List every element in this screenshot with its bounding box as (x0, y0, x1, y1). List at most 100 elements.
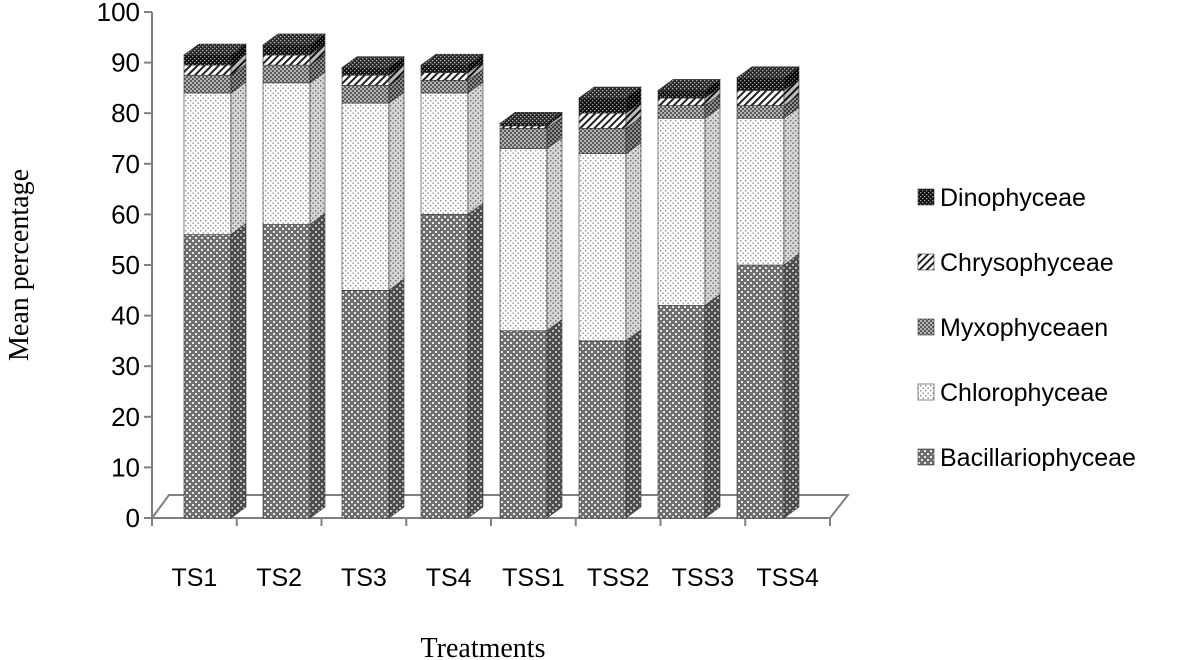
bar-bacillariophyceae-ts4-side (467, 202, 484, 519)
bar-stack-ts3 (341, 56, 405, 519)
y-tick-label: 40 (111, 301, 140, 331)
bar-chlorophyceae-ts3-side (388, 91, 405, 291)
bar-bacillariophyceae-ts1-side (230, 223, 247, 519)
bar-chlorophyceae-ts2 (262, 82, 311, 225)
y-axis-ticks: 0 10 20 30 40 50 60 70 80 90 100 (97, 0, 152, 533)
category-label-tss3: TSS3 (672, 564, 735, 592)
category-label-ts4: TS4 (426, 564, 472, 592)
bar-dinophyceae-tss1 (499, 123, 548, 127)
legend: Dinophyceae Chrysophyceae Myxophyceaen Chlo… (917, 184, 1136, 472)
bar-chlorophyceae-ts1-side (230, 81, 247, 236)
bar-myxophyceaen-ts1 (183, 74, 232, 94)
bar-bacillariophyceae-ts2 (262, 224, 311, 519)
bar-chrysophyceae-tss2 (578, 112, 627, 129)
legend-swatch-bacillariophyceae (917, 448, 935, 466)
bar-myxophyceaen-tss4 (736, 105, 785, 119)
bar-bacillariophyceae-ts3-side (388, 278, 405, 519)
legend-label-bacillariophyceae: Bacillariophyceae (940, 444, 1136, 472)
category-label-ts1: TS1 (171, 564, 217, 592)
x-axis-title: Treatments (421, 633, 546, 660)
bar-bacillariophyceae-tss4 (736, 264, 785, 519)
legend-label-dinophyceae: Dinophyceae (940, 184, 1086, 212)
bar-bacillariophyceae-tss3 (657, 305, 706, 519)
bar-bacillariophyceae-ts1 (183, 234, 232, 519)
bar-dinophyceae-ts4 (420, 64, 469, 74)
y-tick-label: 90 (111, 48, 140, 78)
bar-stack-tss3 (657, 78, 721, 519)
legend-label-chlorophyceae: Chlorophyceae (940, 379, 1108, 407)
bar-dinophyceae-tss3 (657, 90, 706, 99)
category-label-tss1: TSS1 (502, 564, 565, 592)
bar-bacillariophyceae-tss3-side (704, 293, 721, 519)
bar-top-ts1 (183, 43, 247, 56)
bar-stack-tss2 (578, 86, 642, 519)
y-tick-label: 50 (111, 250, 140, 280)
bar-bacillariophyceae-tss2 (578, 340, 627, 519)
bar-chlorophyceae-ts4-side (467, 81, 484, 215)
bar-stack-tss4 (736, 66, 800, 519)
legend-swatch-chrysophyceae (917, 253, 935, 271)
bar-bacillariophyceae-ts4 (420, 214, 469, 519)
bar-chlorophyceae-tss1-side (546, 137, 563, 332)
bar-myxophyceaen-tss1 (499, 128, 548, 149)
y-tick-label: 100 (97, 0, 140, 27)
legend-label-myxophyceaen: Myxophyceaen (940, 314, 1108, 342)
bar-chlorophyceae-ts3 (341, 102, 390, 291)
bar-bacillariophyceae-tss2-side (625, 329, 642, 519)
x-axis-labels: TS1 TS2 TS3 TS4 TSS1 TSS2 TSS3 TSS4 (171, 564, 819, 592)
bar-chlorophyceae-tss2 (578, 153, 627, 342)
bar-chrysophyceae-ts4 (420, 72, 469, 81)
y-tick-label: 20 (111, 402, 140, 432)
bar-stack-ts4 (420, 53, 484, 519)
legend-label-chrysophyceae: Chrysophyceae (940, 249, 1114, 277)
bar-chrysophyceae-tss1 (499, 125, 548, 129)
bar-top-ts3 (341, 56, 405, 68)
bar-chlorophyceae-tss4-side (783, 106, 800, 266)
legend-swatch-chlorophyceae (917, 383, 935, 401)
bar-bacillariophyceae-tss1 (499, 330, 548, 519)
y-tick-label: 10 (111, 452, 140, 482)
bar-stack-ts2 (262, 33, 326, 519)
category-label-tss4: TSS4 (756, 564, 819, 592)
bar-myxophyceaen-tss3 (657, 105, 706, 119)
bar-stack-ts1 (183, 43, 247, 519)
bar-dinophyceae-tss4 (736, 77, 785, 91)
bar-top-ts2 (262, 33, 326, 46)
bar-chlorophyceae-tss4 (736, 117, 785, 266)
y-tick-label: 0 (126, 503, 140, 533)
bar-top-tss1 (499, 112, 563, 124)
bar-stack-tss1 (499, 111, 563, 519)
bar-chrysophyceae-ts2 (262, 54, 311, 66)
bar-top-ts4 (420, 53, 484, 66)
bar-top-tss4 (736, 66, 800, 79)
y-tick-label: 70 (111, 149, 140, 179)
bar-dinophyceae-ts1 (183, 54, 232, 66)
bar-chlorophyceae-ts4 (420, 92, 469, 215)
legend-swatch-dinophyceae (917, 188, 935, 206)
bar-myxophyceaen-ts2 (262, 64, 311, 84)
bar-bacillariophyceae-ts2-side (309, 212, 326, 519)
bar-dinophyceae-ts3 (341, 67, 390, 76)
bar-dinophyceae-ts2 (262, 44, 311, 56)
y-tick-label: 80 (111, 98, 140, 128)
bar-chlorophyceae-tss3-side (704, 106, 721, 307)
bar-chrysophyceae-ts1 (183, 64, 232, 76)
bar-myxophyceaen-tss2 (578, 128, 627, 154)
legend-swatch-myxophyceaen (917, 318, 935, 336)
bar-bacillariophyceae-tss4-side (783, 253, 800, 519)
bar-chlorophyceae-tss3 (657, 117, 706, 306)
bar-myxophyceaen-ts3 (341, 85, 390, 104)
category-label-ts2: TS2 (256, 564, 302, 592)
bar-chrysophyceae-tss3 (657, 97, 706, 106)
bar-bacillariophyceae-ts3 (341, 289, 390, 519)
bar-chlorophyceae-tss2-side (625, 142, 642, 342)
y-tick-label: 60 (111, 199, 140, 229)
category-label-tss2: TSS2 (587, 564, 650, 592)
bar-chlorophyceae-ts2-side (309, 71, 326, 226)
category-label-ts3: TS3 (341, 564, 387, 592)
bar-top-tss3 (657, 79, 721, 91)
y-tick-label: 30 (111, 351, 140, 381)
bar-chlorophyceae-ts1 (183, 92, 232, 235)
bar-top-tss2 (578, 86, 642, 99)
